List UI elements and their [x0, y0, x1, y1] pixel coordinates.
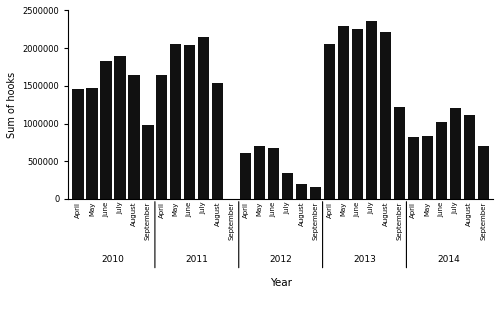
Bar	[394, 107, 405, 199]
Text: 2014: 2014	[437, 256, 460, 264]
Bar	[324, 44, 335, 199]
Bar	[100, 61, 112, 199]
Text: 2010: 2010	[102, 256, 124, 264]
Y-axis label: Sum of hooks: Sum of hooks	[7, 71, 17, 138]
Bar	[240, 152, 252, 199]
Bar	[408, 137, 419, 199]
Bar	[86, 88, 98, 199]
Bar	[436, 122, 447, 199]
Bar	[268, 148, 280, 199]
Bar	[142, 125, 154, 199]
Bar	[422, 136, 433, 199]
Text: 2011: 2011	[186, 256, 208, 264]
Bar	[380, 32, 391, 199]
Bar	[72, 89, 84, 199]
Bar	[464, 115, 475, 199]
Bar	[338, 26, 349, 199]
Bar	[170, 44, 181, 199]
Bar	[254, 146, 266, 199]
Bar	[198, 37, 209, 199]
Bar	[184, 45, 196, 199]
Bar	[212, 83, 224, 199]
Bar	[282, 173, 293, 199]
Bar	[156, 75, 168, 199]
Bar	[366, 21, 377, 199]
Text: Year: Year	[270, 278, 291, 288]
Bar	[310, 187, 321, 199]
Bar	[450, 108, 461, 199]
Bar	[128, 75, 140, 199]
Text: 2012: 2012	[270, 256, 292, 264]
Bar	[296, 184, 307, 199]
Bar	[114, 56, 126, 199]
Bar	[478, 146, 489, 199]
Text: 2013: 2013	[353, 256, 376, 264]
Bar	[352, 29, 363, 199]
